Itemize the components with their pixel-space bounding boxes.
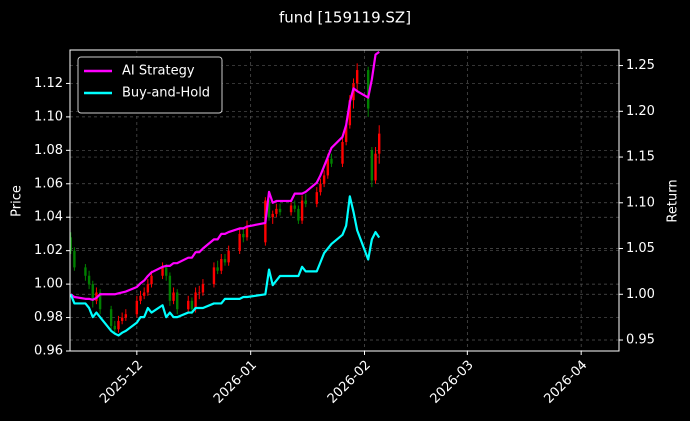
candle-body bbox=[142, 292, 146, 296]
y-tick-label: 1.10 bbox=[34, 109, 63, 124]
candle-body bbox=[330, 158, 333, 164]
candle-body bbox=[271, 213, 274, 218]
candle-body bbox=[238, 233, 241, 251]
plot-frame bbox=[69, 49, 620, 352]
candle-body bbox=[135, 300, 139, 315]
candle-body bbox=[109, 309, 113, 326]
candle-body bbox=[168, 275, 172, 301]
candle-body bbox=[289, 205, 293, 213]
candle-body bbox=[355, 70, 359, 84]
candle-body bbox=[275, 208, 278, 214]
candle-body bbox=[91, 284, 94, 301]
candle-body bbox=[374, 153, 377, 181]
candle-body bbox=[117, 320, 120, 330]
candle-body bbox=[194, 292, 197, 310]
y2-tick-label: 0.95 bbox=[626, 333, 655, 348]
candle-body bbox=[326, 158, 329, 176]
candle-body bbox=[220, 259, 223, 271]
line-series bbox=[69, 195, 381, 337]
candle-body bbox=[315, 192, 318, 204]
candle-body bbox=[98, 292, 102, 310]
candle-body bbox=[198, 292, 201, 294]
line-series bbox=[70, 50, 380, 301]
y2-axis-label: Return bbox=[666, 179, 681, 222]
candle-body bbox=[267, 200, 271, 218]
candle-body bbox=[201, 284, 205, 293]
candle-body bbox=[176, 292, 179, 310]
candle-body bbox=[120, 317, 124, 321]
candle-body bbox=[341, 141, 344, 164]
candle-body bbox=[124, 314, 128, 318]
candle-body bbox=[344, 125, 348, 142]
candle-body bbox=[73, 250, 76, 268]
candle-body bbox=[165, 267, 168, 276]
candle-body bbox=[370, 150, 374, 181]
y-tick-label: 0.98 bbox=[34, 310, 63, 325]
candle-body bbox=[87, 275, 91, 285]
candle-body bbox=[190, 300, 194, 310]
candle-body bbox=[304, 200, 307, 204]
candle-body bbox=[212, 267, 216, 285]
chart-title: fund [159119.SZ] bbox=[279, 9, 411, 27]
candle-body bbox=[227, 250, 230, 263]
candle-body bbox=[319, 183, 322, 193]
candle-body bbox=[146, 284, 150, 293]
y-tick-label: 1.08 bbox=[34, 143, 63, 158]
y2-tick-label: 1.00 bbox=[626, 287, 655, 302]
legend-label: Buy-and-Hold bbox=[122, 86, 210, 101]
candle-body bbox=[69, 237, 72, 251]
candle-body bbox=[300, 200, 304, 221]
legend-box bbox=[77, 56, 223, 114]
candle-body bbox=[348, 100, 352, 126]
candle-body bbox=[322, 175, 326, 184]
y2-tick-label: 1.15 bbox=[626, 150, 655, 165]
candle-body bbox=[366, 70, 370, 109]
y2-tick-label: 1.10 bbox=[626, 195, 655, 210]
legend-label: AI Strategy bbox=[122, 64, 195, 79]
y-axis-label: Price bbox=[10, 185, 25, 217]
candle-body bbox=[139, 295, 142, 301]
y-tick-label: 1.00 bbox=[34, 277, 63, 292]
y-tick-label: 1.12 bbox=[34, 76, 63, 91]
y2-tick-label: 1.05 bbox=[626, 241, 655, 256]
candle-body bbox=[293, 205, 296, 209]
candle-body bbox=[172, 292, 175, 301]
y2-tick-label: 1.25 bbox=[626, 58, 655, 73]
candle-body bbox=[216, 267, 219, 271]
y-tick-label: 1.06 bbox=[34, 176, 63, 191]
y-tick-label: 1.04 bbox=[34, 210, 63, 225]
candle-body bbox=[297, 208, 300, 221]
candle-body bbox=[161, 267, 164, 276]
y-tick-label: 1.02 bbox=[34, 243, 63, 258]
candle-body bbox=[378, 133, 381, 154]
candle-body bbox=[113, 325, 117, 330]
y-tick-label: 0.96 bbox=[34, 344, 63, 359]
candle-body bbox=[187, 300, 190, 310]
candle-body bbox=[245, 225, 249, 238]
candle-body bbox=[84, 267, 87, 276]
candle-body bbox=[278, 208, 282, 213]
candle-body bbox=[223, 259, 227, 263]
candle-body bbox=[242, 233, 245, 238]
y2-tick-label: 1.20 bbox=[626, 104, 655, 119]
candle-body bbox=[150, 275, 153, 285]
